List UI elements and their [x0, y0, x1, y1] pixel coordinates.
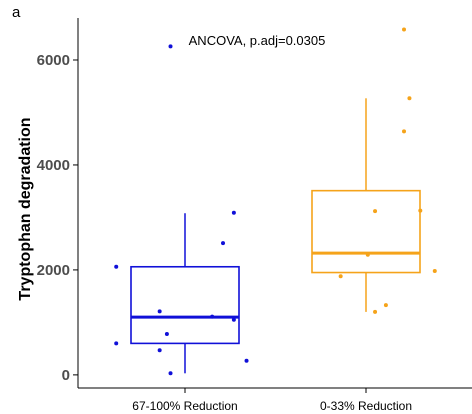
data-point — [221, 241, 226, 246]
data-point — [168, 44, 173, 49]
data-point — [231, 317, 236, 322]
x-tick-label: 0-33% Reduction — [320, 399, 412, 413]
data-point — [383, 303, 388, 308]
data-point — [114, 341, 119, 346]
y-tick-label: 4000 — [37, 157, 70, 174]
data-point — [157, 309, 162, 314]
box-iqr — [311, 189, 421, 274]
data-point — [407, 96, 412, 101]
data-point — [338, 274, 343, 279]
x-tick-label: 67-100% Reduction — [132, 399, 237, 413]
data-point — [418, 208, 423, 213]
y-tick-label: 0 — [62, 367, 70, 384]
plot-area: 0 2000 4000 6000 67-100% Reduction 0-33% Redu… — [37, 18, 472, 413]
data-point — [168, 371, 173, 376]
data-point — [373, 209, 378, 214]
data-point — [373, 309, 378, 314]
data-point — [210, 314, 215, 319]
panel-letter: a — [12, 4, 21, 21]
data-point — [164, 331, 169, 336]
data-point — [231, 210, 236, 215]
data-point — [157, 348, 162, 353]
y-axis-title: Tryptophan degradation — [17, 117, 34, 300]
y-tick-label: 2000 — [37, 262, 70, 279]
data-point — [402, 27, 407, 32]
data-point — [365, 252, 370, 257]
data-point — [114, 264, 119, 269]
data-point — [432, 268, 437, 273]
y-tick-label: 6000 — [37, 52, 70, 69]
box-iqr — [130, 265, 240, 345]
data-point — [402, 129, 407, 134]
data-point — [244, 358, 249, 363]
annotation-text: ANCOVA, p.adj=0.0305 — [189, 33, 326, 48]
